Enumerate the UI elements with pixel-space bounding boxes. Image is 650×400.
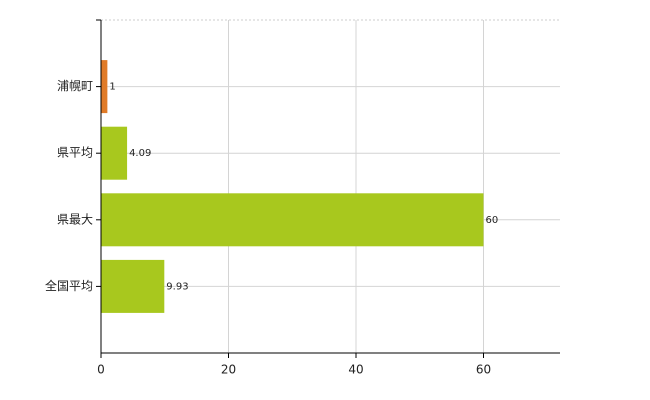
x-tick-label: 40	[348, 363, 363, 377]
x-tick-label: 0	[97, 363, 105, 377]
value-label: 1	[109, 82, 115, 93]
y-tick-label: 全国平均	[45, 278, 93, 293]
bar	[101, 60, 108, 114]
y-tick-label: 県最大	[57, 212, 93, 226]
value-label: 60	[486, 215, 499, 226]
y-tick-label: 県平均	[57, 146, 93, 160]
value-label: 9.93	[166, 281, 188, 292]
x-tick-label: 60	[476, 363, 491, 377]
y-tick-label: 浦幌町	[57, 78, 93, 93]
bar	[101, 259, 165, 313]
x-tick-label: 20	[221, 363, 236, 377]
bar	[101, 126, 128, 180]
value-label: 4.09	[129, 148, 151, 159]
bar	[101, 193, 484, 247]
